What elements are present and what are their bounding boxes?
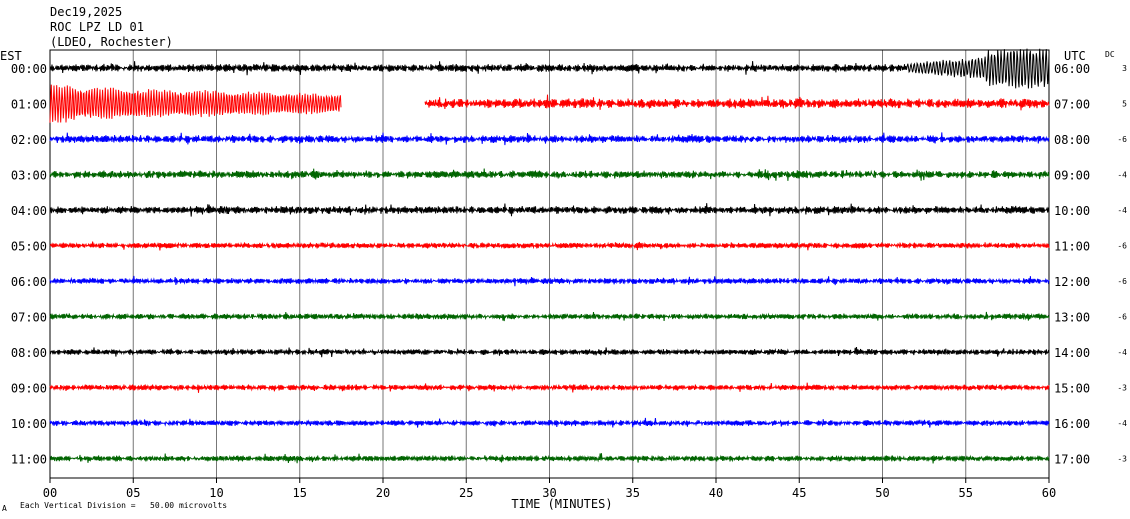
trace-0500-seg-0 [49,241,1050,251]
utc-label-09:00: 09:00 [1054,169,1090,183]
header-station: ROC LPZ LD 01 [50,20,144,34]
x-tick-label-05: 05 [126,486,140,500]
header-network: (LDEO, Rochester) [50,35,173,49]
est-label-11:00: 11:00 [11,453,47,467]
x-axis-label: TIME (MINUTES) [511,497,612,511]
trace-0800-seg-0 [49,346,1050,358]
x-tick-label-60: 60 [1042,486,1056,500]
dc-offset-label: 3 [1122,64,1127,73]
dc-offset-label: -4 [1117,171,1127,180]
x-tick-label-20: 20 [376,486,390,500]
est-label-07:00: 07:00 [11,311,47,325]
est-label-10:00: 10:00 [11,417,47,431]
x-tick-label-45: 45 [792,486,806,500]
trace-1000-seg-0 [49,417,1050,428]
utc-label-08:00: 08:00 [1054,133,1090,147]
x-tick-labels: 00 05 10 15 20 25 30 35 40 45 50 55 60 [43,478,1056,500]
dc-column-label: DC [1105,50,1115,59]
utc-label-11:00: 11:00 [1054,240,1090,254]
est-label-03:00: 03:00 [11,169,47,183]
trace-0100-seg-1 [424,94,1050,111]
utc-label-16:00: 16:00 [1054,417,1090,431]
dc-offset-label: -6 [1117,135,1127,144]
est-label-06:00: 06:00 [11,275,47,289]
trace-1100-seg-0 [49,453,1050,464]
est-label-09:00: 09:00 [11,382,47,396]
trace-0300-seg-0 [49,168,1050,181]
x-tick-label-25: 25 [459,486,473,500]
dc-offset-label: -3 [1117,384,1127,393]
trace-0000-seg-0 [49,48,1050,89]
utc-label-17:00: 17:00 [1054,453,1090,467]
dc-offset-label: -4 [1117,419,1127,428]
footer-scale-note: Each Vertical Division = 50.00 microvolt… [20,501,227,510]
footer-mark: A [2,504,7,513]
dc-offset-label: -3 [1117,455,1127,464]
x-tick-label-55: 55 [959,486,973,500]
x-tick-label-30: 30 [542,486,556,500]
trace-0200-seg-0 [49,132,1050,146]
x-tick-label-35: 35 [626,486,640,500]
est-label-02:00: 02:00 [11,133,47,147]
est-axis-label: EST [0,49,22,63]
utc-label-07:00: 07:00 [1054,98,1090,112]
dc-offset-label: 5 [1122,100,1127,109]
row-labels: 00:00 06:00 3 01:00 07:00 5 02:00 08:00 -6 03:00 0… [11,62,1127,467]
est-label-00:00: 00:00 [11,62,47,76]
est-label-08:00: 08:00 [11,346,47,360]
x-tick-label-50: 50 [875,486,889,500]
utc-label-15:00: 15:00 [1054,382,1090,396]
trace-0600-seg-0 [49,275,1050,287]
trace-0900-seg-0 [49,382,1050,393]
est-label-01:00: 01:00 [11,98,47,112]
est-label-05:00: 05:00 [11,240,47,254]
x-tick-label-15: 15 [293,486,307,500]
trace-0700-seg-0 [49,311,1050,322]
x-tick-label-10: 10 [209,486,223,500]
trace-0400-seg-0 [49,203,1050,217]
grid-lines [132,50,967,478]
est-label-04:00: 04:00 [11,204,47,218]
utc-axis-label: UTC [1064,49,1086,63]
dc-offset-label: -6 [1117,242,1127,251]
trace-0100-seg-0 [49,84,342,123]
seismic-traces [49,48,1050,464]
dc-offset-label: -6 [1117,277,1127,286]
dc-offset-label: -4 [1117,348,1127,357]
utc-label-10:00: 10:00 [1054,204,1090,218]
x-tick-label-00: 00 [43,486,57,500]
utc-label-06:00: 06:00 [1054,62,1090,76]
dc-offset-label: -6 [1117,313,1127,322]
utc-label-14:00: 14:00 [1054,346,1090,360]
header-date: Dec19,2025 [50,5,122,19]
x-tick-label-40: 40 [709,486,723,500]
dc-offset-label: -4 [1117,206,1127,215]
utc-label-12:00: 12:00 [1054,275,1090,289]
utc-label-13:00: 13:00 [1054,311,1090,325]
